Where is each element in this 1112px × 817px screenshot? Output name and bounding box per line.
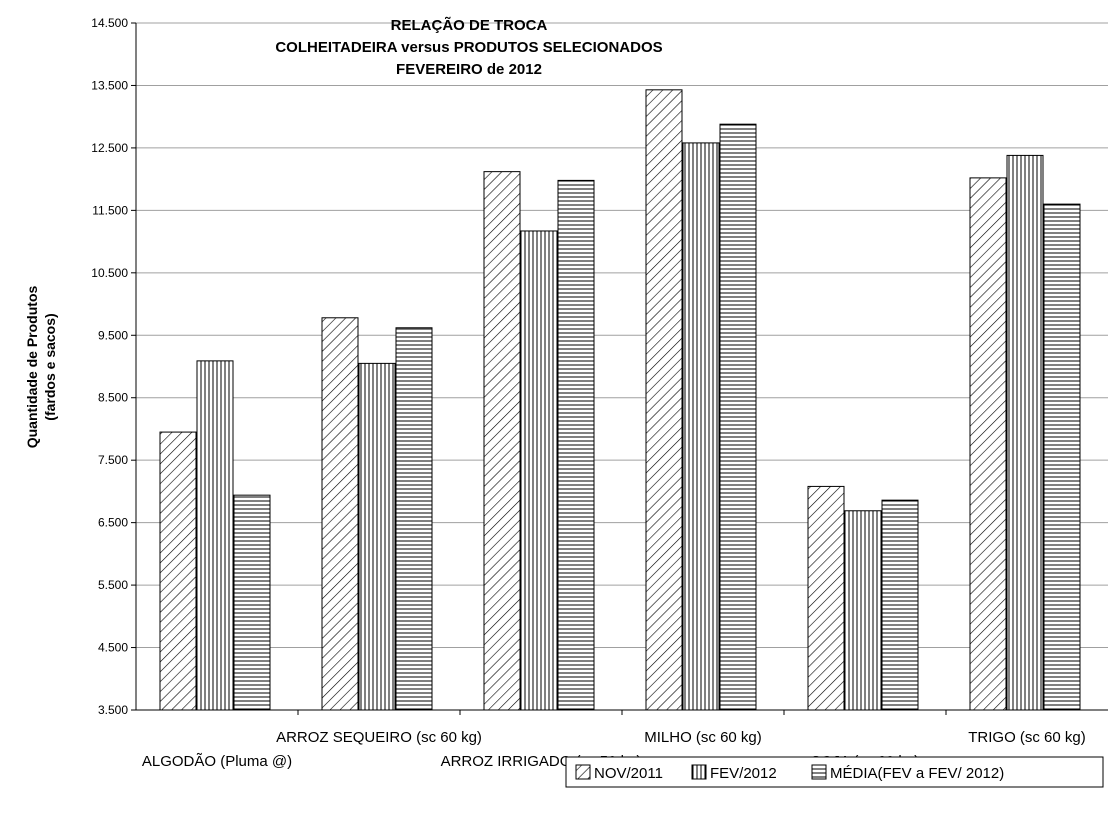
y-tick-label: 13.500 <box>91 78 128 92</box>
legend: NOV/2011 FEV/2012 MÉDIA(FEV a FEV/ 2012) <box>565 756 1104 788</box>
bar-media <box>233 494 271 711</box>
bar-nov2011 <box>483 171 521 711</box>
y-tick-label: 12.500 <box>91 141 128 155</box>
bar-fev2012 <box>1006 154 1044 711</box>
bar-nov2011 <box>807 485 845 711</box>
legend-box <box>565 756 1104 788</box>
title-line-3: FEVEREIRO de 2012 <box>396 61 542 78</box>
bar-media <box>557 179 595 711</box>
bar-nov2011 <box>321 317 359 711</box>
bar-fev2012 <box>682 142 720 711</box>
legend-swatch-nov2011 <box>575 764 591 780</box>
chart-title: RELAÇÃO DE TROCA COLHEITADEIRA versus PR… <box>275 16 662 78</box>
y-tick-label: 11.500 <box>92 203 128 217</box>
legend-swatch-fev2012 <box>691 764 707 780</box>
axes <box>135 23 1108 711</box>
x-tick-label: MILHO (sc 60 kg) <box>644 729 762 746</box>
legend-label-fev2012: FEV/2012 <box>710 765 777 782</box>
y-tick-label: 7.500 <box>98 453 128 467</box>
title-line-1: RELAÇÃO DE TROCA <box>391 16 548 34</box>
bar-nov2011 <box>969 177 1007 711</box>
bar-media <box>881 499 919 711</box>
legend-label-media: MÉDIA(FEV a FEV/ 2012) <box>830 765 1004 782</box>
x-tick-label: ALGODÃO (Pluma @) <box>142 753 292 770</box>
y-axis-label: Quantidade de Produtos (fardos e sacos) <box>24 286 58 449</box>
bar-nov2011 <box>645 89 683 711</box>
x-tick-label: TRIGO (sc 60 kg) <box>968 729 1086 746</box>
bar-fev2012 <box>844 510 882 711</box>
legend-label-nov2011: NOV/2011 <box>594 765 663 782</box>
bars <box>159 89 1081 715</box>
bar-fev2012 <box>520 230 558 711</box>
y-tick-label: 9.500 <box>98 328 128 342</box>
y-tick-label: 10.500 <box>91 266 128 280</box>
x-tick-label: ARROZ SEQUEIRO (sc 60 kg) <box>276 729 482 746</box>
y-tick-label: 3.500 <box>98 703 128 717</box>
y-tick-label: 8.500 <box>98 391 128 405</box>
y-axis-label-line-2: (fardos e sacos) <box>42 313 58 420</box>
bar-fev2012 <box>196 360 234 711</box>
y-axis-label-line-1: Quantidade de Produtos <box>24 286 40 449</box>
y-tick-labels: 3.500 4.500 5.500 6.500 7.500 8.500 9.500 10.50… <box>91 16 136 717</box>
y-tick-label: 5.500 <box>98 578 128 592</box>
bar-nov2011 <box>159 431 197 711</box>
y-tick-label: 4.500 <box>98 641 128 655</box>
bar-media <box>395 327 433 711</box>
gridlines <box>136 22 1108 649</box>
y-tick-label: 14.500 <box>91 16 128 30</box>
y-tick-label: 6.500 <box>98 516 128 530</box>
bar-fev2012 <box>358 362 396 711</box>
legend-swatch-media <box>811 764 827 780</box>
title-line-2: COLHEITADEIRA versus PRODUTOS SELECIONAD… <box>275 39 662 56</box>
bar-media <box>719 123 757 711</box>
bar-media <box>1043 203 1081 711</box>
